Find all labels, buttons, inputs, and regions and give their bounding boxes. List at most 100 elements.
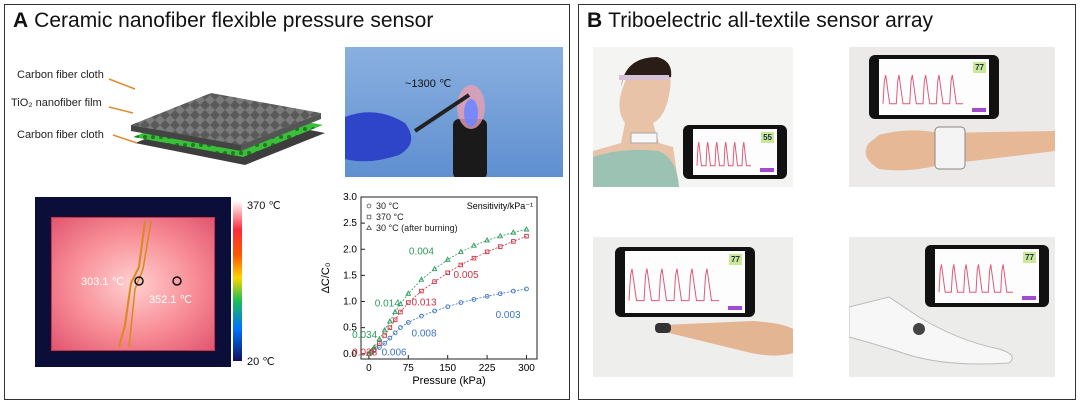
series-line xyxy=(368,288,527,355)
layer-label-bottom: Carbon fiber cloth xyxy=(17,129,104,141)
waveform xyxy=(882,74,963,105)
y-tick-label: 1.0 xyxy=(343,297,357,308)
data-point xyxy=(471,255,477,261)
sensitivity-annotation: 0.003 xyxy=(496,310,521,321)
data-point xyxy=(366,203,372,209)
data-point xyxy=(523,226,530,232)
neck-sensor-photo: 55 xyxy=(593,47,793,187)
x-tick-label: 225 xyxy=(479,363,496,374)
data-point xyxy=(484,293,490,299)
data-point xyxy=(432,279,437,284)
phone-app-button xyxy=(972,108,986,112)
y-tick-label: 0.5 xyxy=(343,323,357,334)
data-point xyxy=(405,290,412,296)
data-point xyxy=(382,340,387,346)
series-line xyxy=(368,235,527,355)
panel-b: B Triboelectric all-textile sensor array … xyxy=(578,4,1076,400)
measure-point-2 xyxy=(172,276,182,286)
phone-app-button xyxy=(760,168,774,172)
data-point xyxy=(382,333,387,338)
data-point xyxy=(458,300,464,305)
data-point xyxy=(457,248,464,254)
measure-point-1 xyxy=(134,276,144,286)
x-tick-label: 75 xyxy=(403,363,415,374)
legend-title: Sensitivity/kPa⁻¹ xyxy=(467,201,533,211)
data-point xyxy=(484,237,491,243)
data-point xyxy=(397,300,404,307)
sensitivity-annotation: 0.034 xyxy=(352,330,377,341)
data-point xyxy=(366,224,372,231)
layer-label-top: Carbon fiber cloth xyxy=(17,69,104,81)
data-point xyxy=(445,270,450,276)
legend-entry: 370 °C xyxy=(376,212,404,222)
data-point xyxy=(497,291,503,297)
data-point xyxy=(418,276,425,282)
data-point xyxy=(368,347,375,354)
phone-3: 77 xyxy=(615,247,755,317)
waveform xyxy=(696,142,751,167)
glove-shape xyxy=(345,112,412,162)
x-tick-label: 300 xyxy=(518,363,535,374)
x-tick-label: 150 xyxy=(439,363,456,374)
data-point xyxy=(497,244,503,249)
flame-test-photo: ~1300 ℃ xyxy=(345,47,563,177)
sensitivity-annotation: 0.013 xyxy=(412,298,437,309)
data-point xyxy=(387,325,393,330)
sock-shape xyxy=(849,296,1013,365)
data-point xyxy=(377,345,382,350)
phone-screen: 77 xyxy=(625,251,745,313)
x-axis-label: Pressure (kPa) xyxy=(412,375,485,387)
panel-b-letter: B xyxy=(587,9,603,32)
series-line xyxy=(368,229,527,355)
data-point xyxy=(511,288,516,294)
sensitivity-annotation: 0.006 xyxy=(382,347,407,358)
phone-1: 55 xyxy=(683,125,787,179)
data-point xyxy=(458,262,464,268)
sensitivity-annotation: 0.028 xyxy=(352,347,377,358)
panel-b-title: B Triboelectric all-textile sensor array xyxy=(587,9,933,33)
sensitivity-annotation: 0.004 xyxy=(409,246,434,257)
phone-app-button xyxy=(1022,296,1036,300)
phone-reading-badge: 55 xyxy=(761,132,774,143)
data-point xyxy=(392,317,398,323)
wrist-sensor-photo: 77 xyxy=(849,47,1055,187)
layer-label-middle: TiO₂ nanofiber film xyxy=(11,97,102,109)
panel-b-title-text: Triboelectric all-textile sensor array xyxy=(608,9,933,32)
data-point xyxy=(431,265,438,272)
phone-2: 77 xyxy=(869,55,999,119)
data-point xyxy=(405,320,411,325)
phone-reading-badge: 77 xyxy=(1023,252,1036,263)
capacitance-chart: 0 75 150 225 300 0.0 0.5 1.0 1.5 2.0 2.5 3.0 Sensit… xyxy=(320,192,538,387)
data-point xyxy=(432,308,437,314)
sensitivity-annotation: 0.008 xyxy=(412,329,437,340)
data-point xyxy=(419,313,424,319)
data-point xyxy=(511,239,516,244)
legend-entry: 30 °C xyxy=(376,201,399,211)
data-point xyxy=(444,256,451,262)
thermal-image: 303.1 ℃ 352.1 ℃ xyxy=(35,197,231,367)
finger-sensor-photo: 77 xyxy=(593,237,793,377)
thermal-point1-label: 303.1 ℃ xyxy=(81,276,124,288)
thermal-hot-area xyxy=(51,217,215,351)
sensitivity-annotation: 0.005 xyxy=(454,270,479,281)
data-point xyxy=(406,300,411,305)
data-point xyxy=(387,335,393,341)
data-point xyxy=(419,288,424,294)
phone-screen: 77 xyxy=(879,59,989,115)
waveform xyxy=(628,268,719,302)
y-axis-label: ΔC/C₀ xyxy=(320,263,332,294)
y-tick-label: 2.5 xyxy=(343,218,357,229)
thermal-color-scale xyxy=(233,201,242,361)
data-point xyxy=(471,297,477,302)
phone-screen: 55 xyxy=(693,129,777,175)
layer-structure-diagram xyxy=(108,78,325,165)
panel-a-title: A Ceramic nanofiber flexible pressure sen… xyxy=(13,9,433,33)
data-point xyxy=(398,325,403,330)
thermal-max-label: 370 ℃ xyxy=(247,200,281,212)
data-point xyxy=(366,214,372,220)
data-point xyxy=(484,249,490,255)
hand-shape xyxy=(663,321,793,356)
phone-reading-badge: 77 xyxy=(729,254,742,265)
flame-temperature-label: ~1300 ℃ xyxy=(405,78,452,90)
data-point xyxy=(381,326,388,333)
